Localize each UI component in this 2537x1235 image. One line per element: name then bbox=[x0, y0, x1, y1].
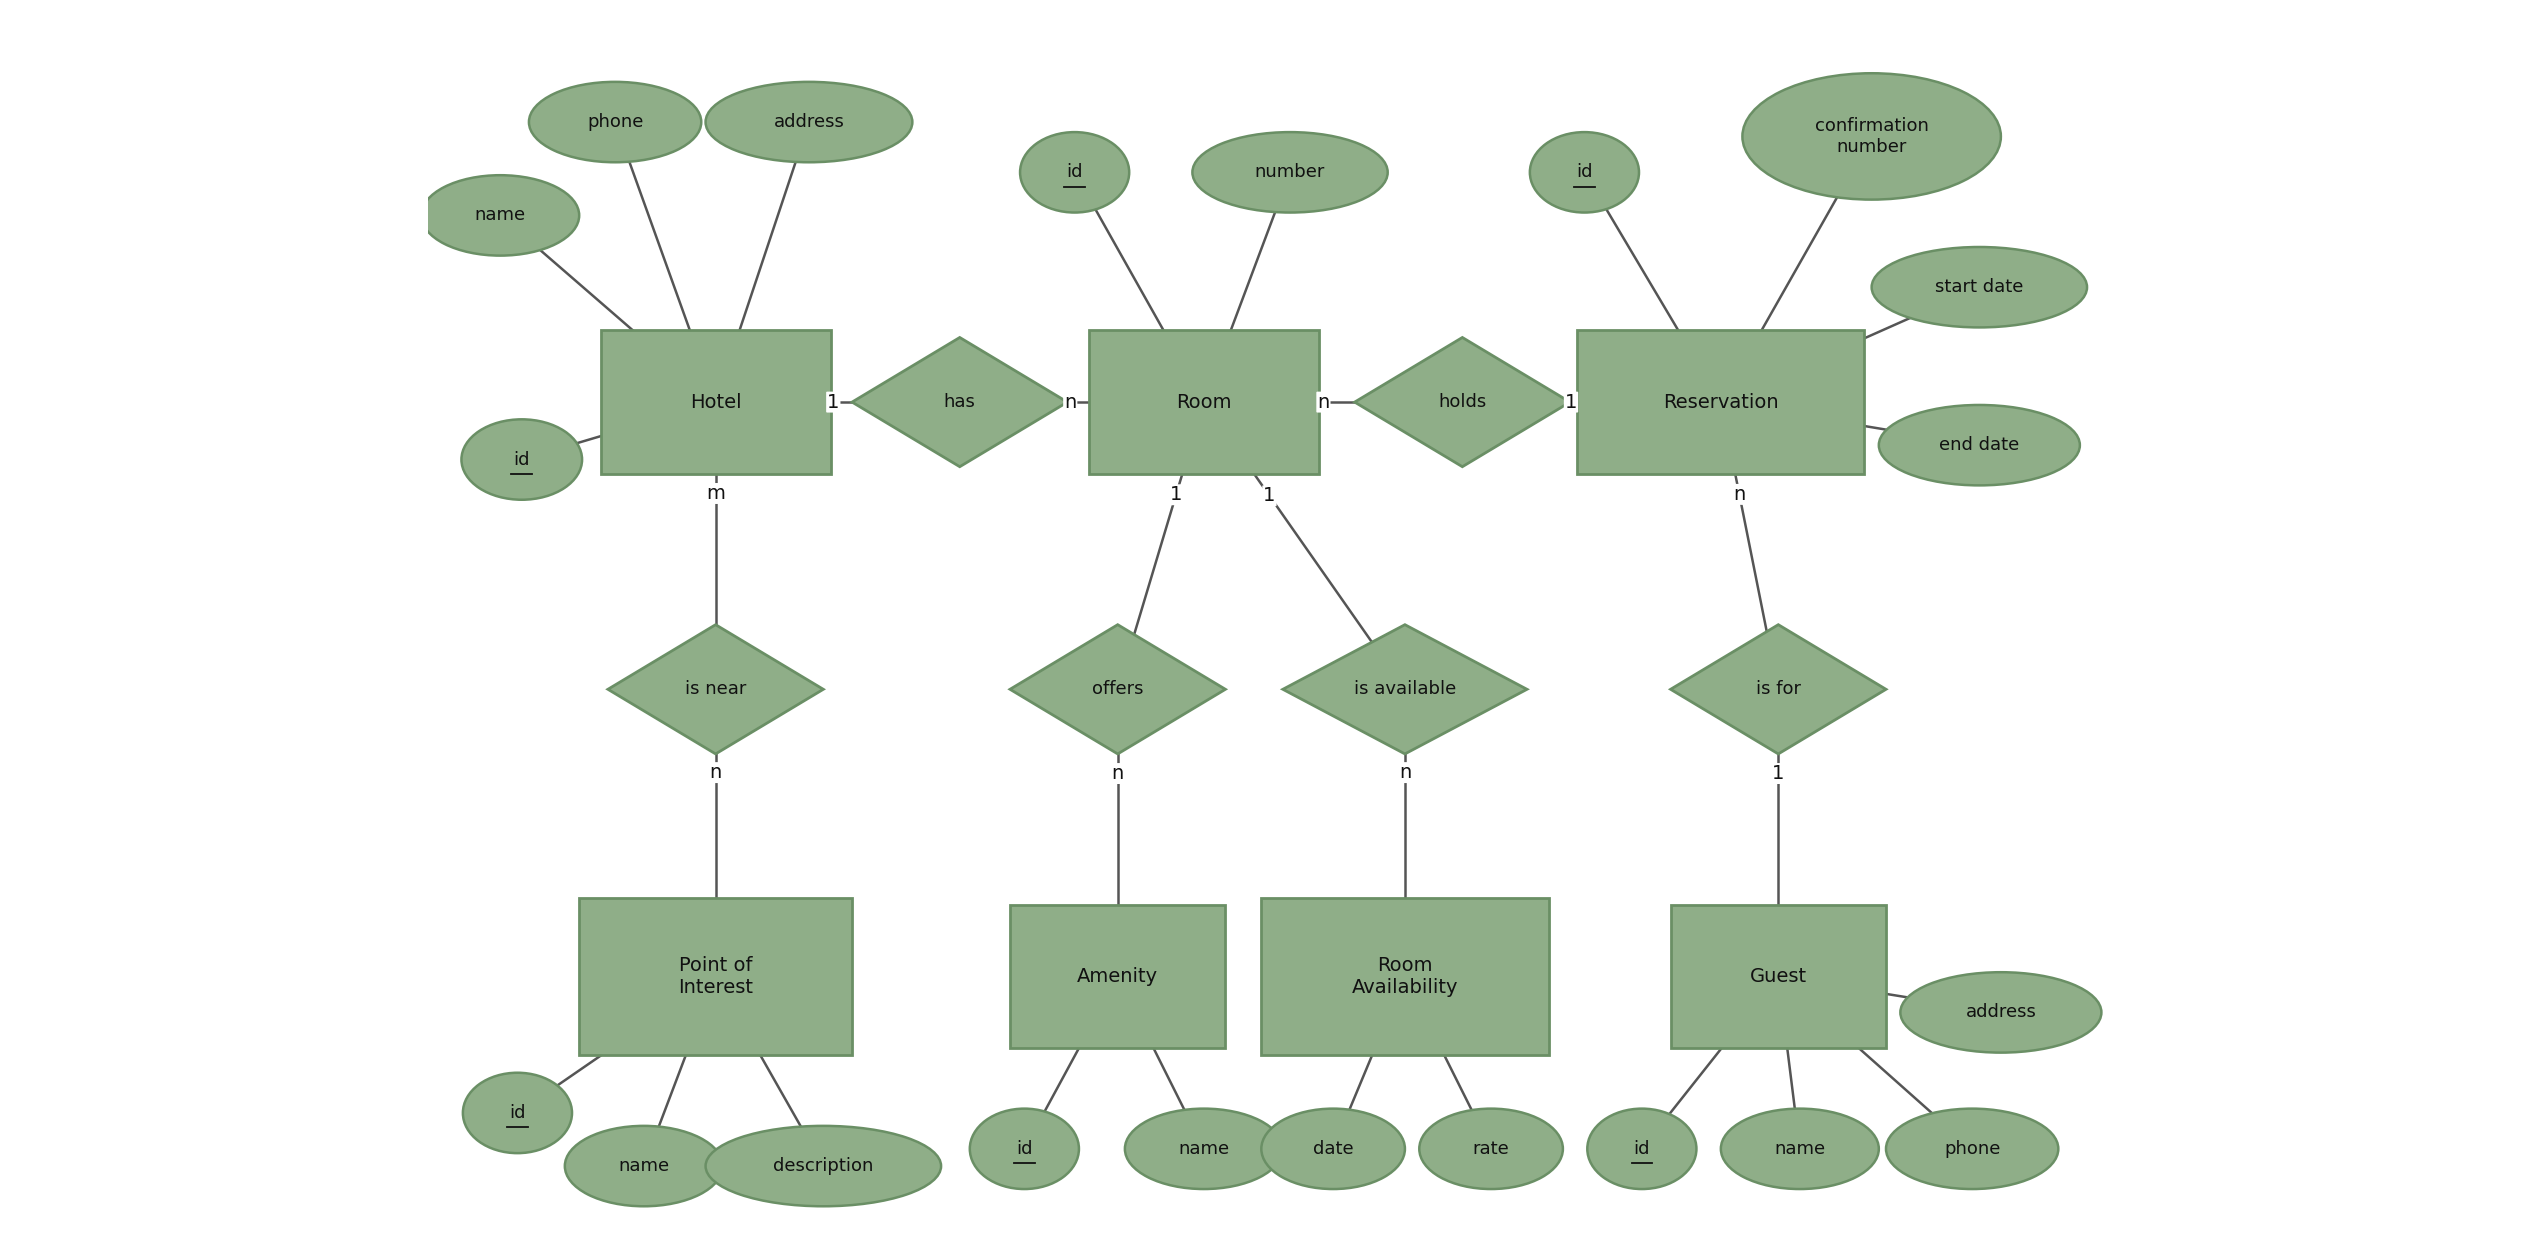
Text: Hotel: Hotel bbox=[690, 393, 741, 411]
Polygon shape bbox=[1355, 337, 1570, 467]
FancyBboxPatch shape bbox=[578, 898, 852, 1056]
Ellipse shape bbox=[1743, 73, 2002, 200]
Ellipse shape bbox=[1418, 1109, 1563, 1189]
Ellipse shape bbox=[462, 1073, 571, 1153]
Ellipse shape bbox=[969, 1109, 1078, 1189]
Ellipse shape bbox=[1020, 132, 1129, 212]
Text: id: id bbox=[1066, 163, 1083, 182]
FancyBboxPatch shape bbox=[1261, 898, 1548, 1056]
Text: holds: holds bbox=[1438, 393, 1487, 411]
Text: name: name bbox=[619, 1157, 670, 1174]
Text: is near: is near bbox=[685, 680, 746, 698]
Ellipse shape bbox=[462, 420, 581, 500]
Text: name: name bbox=[1177, 1140, 1230, 1158]
Text: end date: end date bbox=[1938, 436, 2019, 454]
Text: phone: phone bbox=[586, 114, 644, 131]
Text: n: n bbox=[1111, 764, 1124, 783]
Text: 1: 1 bbox=[827, 393, 840, 411]
Ellipse shape bbox=[1192, 132, 1388, 212]
Ellipse shape bbox=[1880, 405, 2080, 485]
Text: n: n bbox=[710, 763, 721, 782]
Ellipse shape bbox=[705, 1126, 941, 1207]
Text: description: description bbox=[774, 1157, 873, 1174]
Text: id: id bbox=[512, 451, 530, 468]
Text: confirmation
number: confirmation number bbox=[1814, 117, 1928, 156]
Text: 1: 1 bbox=[1773, 764, 1784, 783]
FancyBboxPatch shape bbox=[1010, 905, 1225, 1049]
Text: rate: rate bbox=[1471, 1140, 1510, 1158]
Ellipse shape bbox=[1530, 132, 1639, 212]
Ellipse shape bbox=[566, 1126, 723, 1207]
Polygon shape bbox=[852, 337, 1068, 467]
Text: date: date bbox=[1312, 1140, 1352, 1158]
Ellipse shape bbox=[1720, 1109, 1880, 1189]
FancyBboxPatch shape bbox=[601, 330, 830, 474]
Ellipse shape bbox=[1588, 1109, 1697, 1189]
Text: has: has bbox=[944, 393, 977, 411]
Text: 1: 1 bbox=[1170, 485, 1182, 504]
Polygon shape bbox=[1284, 625, 1527, 753]
Text: is available: is available bbox=[1355, 680, 1456, 698]
Text: address: address bbox=[1966, 1003, 2037, 1021]
Ellipse shape bbox=[1885, 1109, 2058, 1189]
Ellipse shape bbox=[421, 175, 578, 256]
Ellipse shape bbox=[1261, 1109, 1405, 1189]
Text: m: m bbox=[705, 484, 726, 503]
Text: n: n bbox=[1317, 393, 1329, 411]
Text: phone: phone bbox=[1943, 1140, 1999, 1158]
Text: number: number bbox=[1256, 163, 1324, 182]
Text: Amenity: Amenity bbox=[1078, 967, 1159, 986]
Text: id: id bbox=[1634, 1140, 1649, 1158]
Text: name: name bbox=[474, 206, 525, 225]
Ellipse shape bbox=[705, 82, 913, 162]
Text: Point of
Interest: Point of Interest bbox=[677, 956, 753, 997]
Polygon shape bbox=[1669, 625, 1885, 753]
FancyBboxPatch shape bbox=[1088, 330, 1319, 474]
Polygon shape bbox=[1010, 625, 1225, 753]
Ellipse shape bbox=[1900, 972, 2101, 1052]
Text: 1: 1 bbox=[1263, 487, 1276, 505]
Text: id: id bbox=[1575, 163, 1593, 182]
Text: name: name bbox=[1773, 1140, 1827, 1158]
Text: Room
Availability: Room Availability bbox=[1352, 956, 1459, 997]
Text: address: address bbox=[774, 114, 845, 131]
Text: n: n bbox=[1398, 763, 1411, 782]
Text: id: id bbox=[1017, 1140, 1033, 1158]
Polygon shape bbox=[609, 625, 825, 753]
Text: Reservation: Reservation bbox=[1664, 393, 1778, 411]
Text: Guest: Guest bbox=[1751, 967, 1806, 986]
Ellipse shape bbox=[1872, 247, 2088, 327]
FancyBboxPatch shape bbox=[1669, 905, 1885, 1049]
Text: offers: offers bbox=[1091, 680, 1144, 698]
Text: n: n bbox=[1063, 393, 1076, 411]
Text: Room: Room bbox=[1177, 393, 1230, 411]
Text: n: n bbox=[1733, 485, 1745, 504]
Text: 1: 1 bbox=[1565, 393, 1578, 411]
Text: id: id bbox=[510, 1104, 525, 1121]
Text: start date: start date bbox=[1936, 278, 2025, 296]
Text: is for: is for bbox=[1756, 680, 1801, 698]
Ellipse shape bbox=[528, 82, 700, 162]
FancyBboxPatch shape bbox=[1578, 330, 1865, 474]
Ellipse shape bbox=[1124, 1109, 1284, 1189]
